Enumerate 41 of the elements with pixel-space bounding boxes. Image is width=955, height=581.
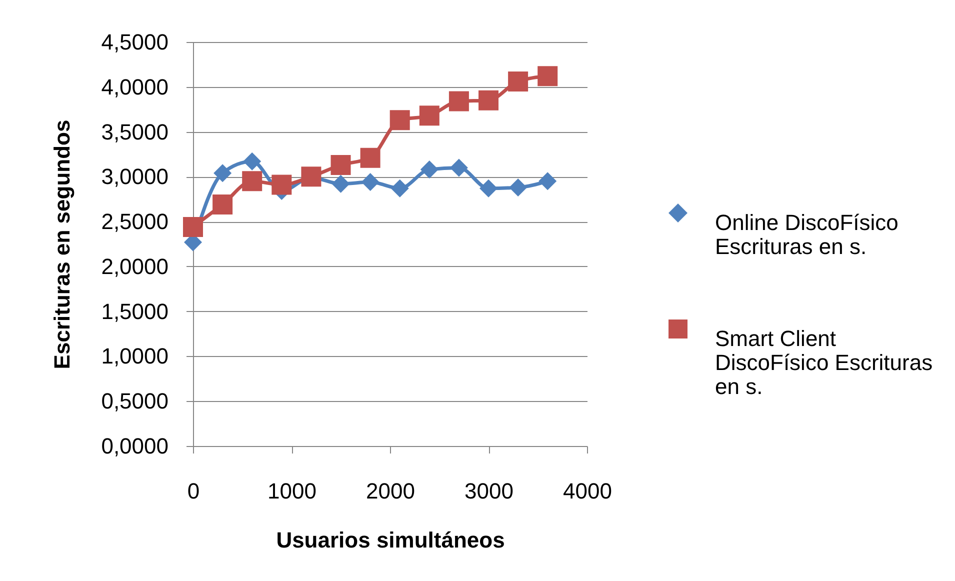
y-tick-label: 3,0000 [101, 164, 168, 190]
point [538, 66, 558, 86]
point [538, 172, 557, 190]
point [508, 72, 528, 92]
legend-label: Online DiscoFísico Escrituras en s. [715, 210, 898, 259]
y-tick-label: 1,0000 [101, 344, 168, 369]
point [183, 216, 203, 237]
y-axis-title: Escrituras en segundos [50, 120, 74, 370]
point [420, 160, 438, 178]
point [509, 178, 528, 196]
point [214, 164, 232, 182]
point [390, 110, 410, 130]
point [390, 179, 409, 198]
y-tick-label: 0,0000 [101, 434, 168, 458]
point [243, 152, 262, 170]
x-axis-title: Usuarios simultáneos [276, 528, 505, 552]
x-tick-label: 4000 [563, 478, 612, 504]
point [361, 173, 380, 192]
y-tick-label: 0,5000 [101, 388, 168, 414]
y-tick-label: 4,0000 [101, 74, 168, 100]
point [448, 91, 469, 112]
point [360, 148, 380, 168]
y-tick-label: 4,5000 [101, 30, 168, 54]
x-tick-label: 0 [187, 478, 200, 504]
point [450, 158, 468, 177]
point [478, 90, 498, 110]
point [480, 179, 498, 198]
y-tick-label: 2,5000 [101, 209, 168, 234]
point [330, 154, 351, 175]
point [272, 174, 292, 195]
point [332, 174, 350, 193]
y-tick-label: 2,0000 [101, 254, 168, 279]
x-tick-label: 3000 [464, 478, 514, 504]
y-tick-label: 3,5000 [101, 119, 168, 144]
x-tick-label: 1000 [268, 478, 316, 504]
point [242, 171, 262, 192]
x-tick-label: 2000 [366, 478, 415, 504]
point [419, 106, 440, 126]
y-tick-label: 1,5000 [101, 298, 168, 324]
legend-label: Smart Client DiscoFísico Escrituras en s. [715, 326, 933, 399]
point [212, 194, 233, 214]
